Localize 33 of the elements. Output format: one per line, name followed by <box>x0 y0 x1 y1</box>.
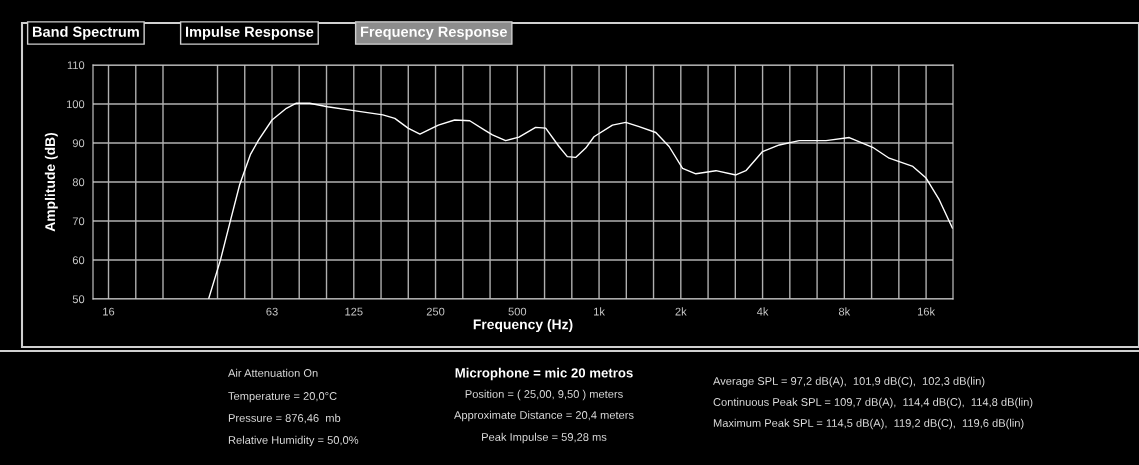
x-tick-label: 8k <box>838 307 851 316</box>
text: Microphone = mic 20 metros <box>455 367 633 381</box>
y-tick-label: 90 <box>72 139 85 148</box>
y-tick-label: 50 <box>72 295 85 304</box>
text: Peak Impulse = 59,28 ms <box>482 432 607 444</box>
text: Position = ( 25,00, 9,50 ) meters <box>465 389 623 401</box>
text: Relative Humidity = 50,0% <box>228 435 359 447</box>
x-tick-label: 250 <box>426 307 445 316</box>
text: Pressure = 876,46 mb <box>228 413 341 424</box>
text: Average SPL = 97,2 dB(A), 101,9 dB(C), 102,3 dB(lin) <box>713 376 985 388</box>
x-tick-label: 63 <box>266 307 278 316</box>
text: Frequency Response <box>360 26 507 40</box>
y-tick-label: 70 <box>72 217 85 226</box>
x-tick-label: 16 <box>103 307 115 316</box>
y-tick-label: 80 <box>72 178 85 187</box>
text: Impulse Response <box>185 26 314 40</box>
text: Air Attenuation On <box>228 368 318 377</box>
x-tick-label: 125 <box>345 307 363 316</box>
text: Temperature = 20,0°C <box>228 392 337 403</box>
y-tick-label: 110 <box>67 61 85 70</box>
text: Continuous Peak SPL = 109,7 dB(A), 114,4 dB(C), 114,8 dB(lin) <box>713 397 1033 409</box>
y-tick-label: 60 <box>72 256 85 265</box>
text: Band Spectrum <box>32 26 139 40</box>
x-tick-label: 4k <box>756 307 769 316</box>
x-tick-label: 1k <box>594 307 605 316</box>
x-axis-title: Frequency (Hz) <box>473 319 573 333</box>
text: Maximum Peak SPL = 114,5 dB(A), 119,2 dB(C), 119,6 dB(lin) <box>713 418 1024 430</box>
x-tick-label: 500 <box>508 307 527 316</box>
x-tick-label: 16k <box>917 307 936 316</box>
x-tick-label: 2k <box>675 307 687 316</box>
text: Approximate Distance = 20,4 meters <box>454 410 634 422</box>
y-axis-title: Amplitude (dB) <box>44 132 58 232</box>
y-tick-label: 100 <box>66 100 85 109</box>
